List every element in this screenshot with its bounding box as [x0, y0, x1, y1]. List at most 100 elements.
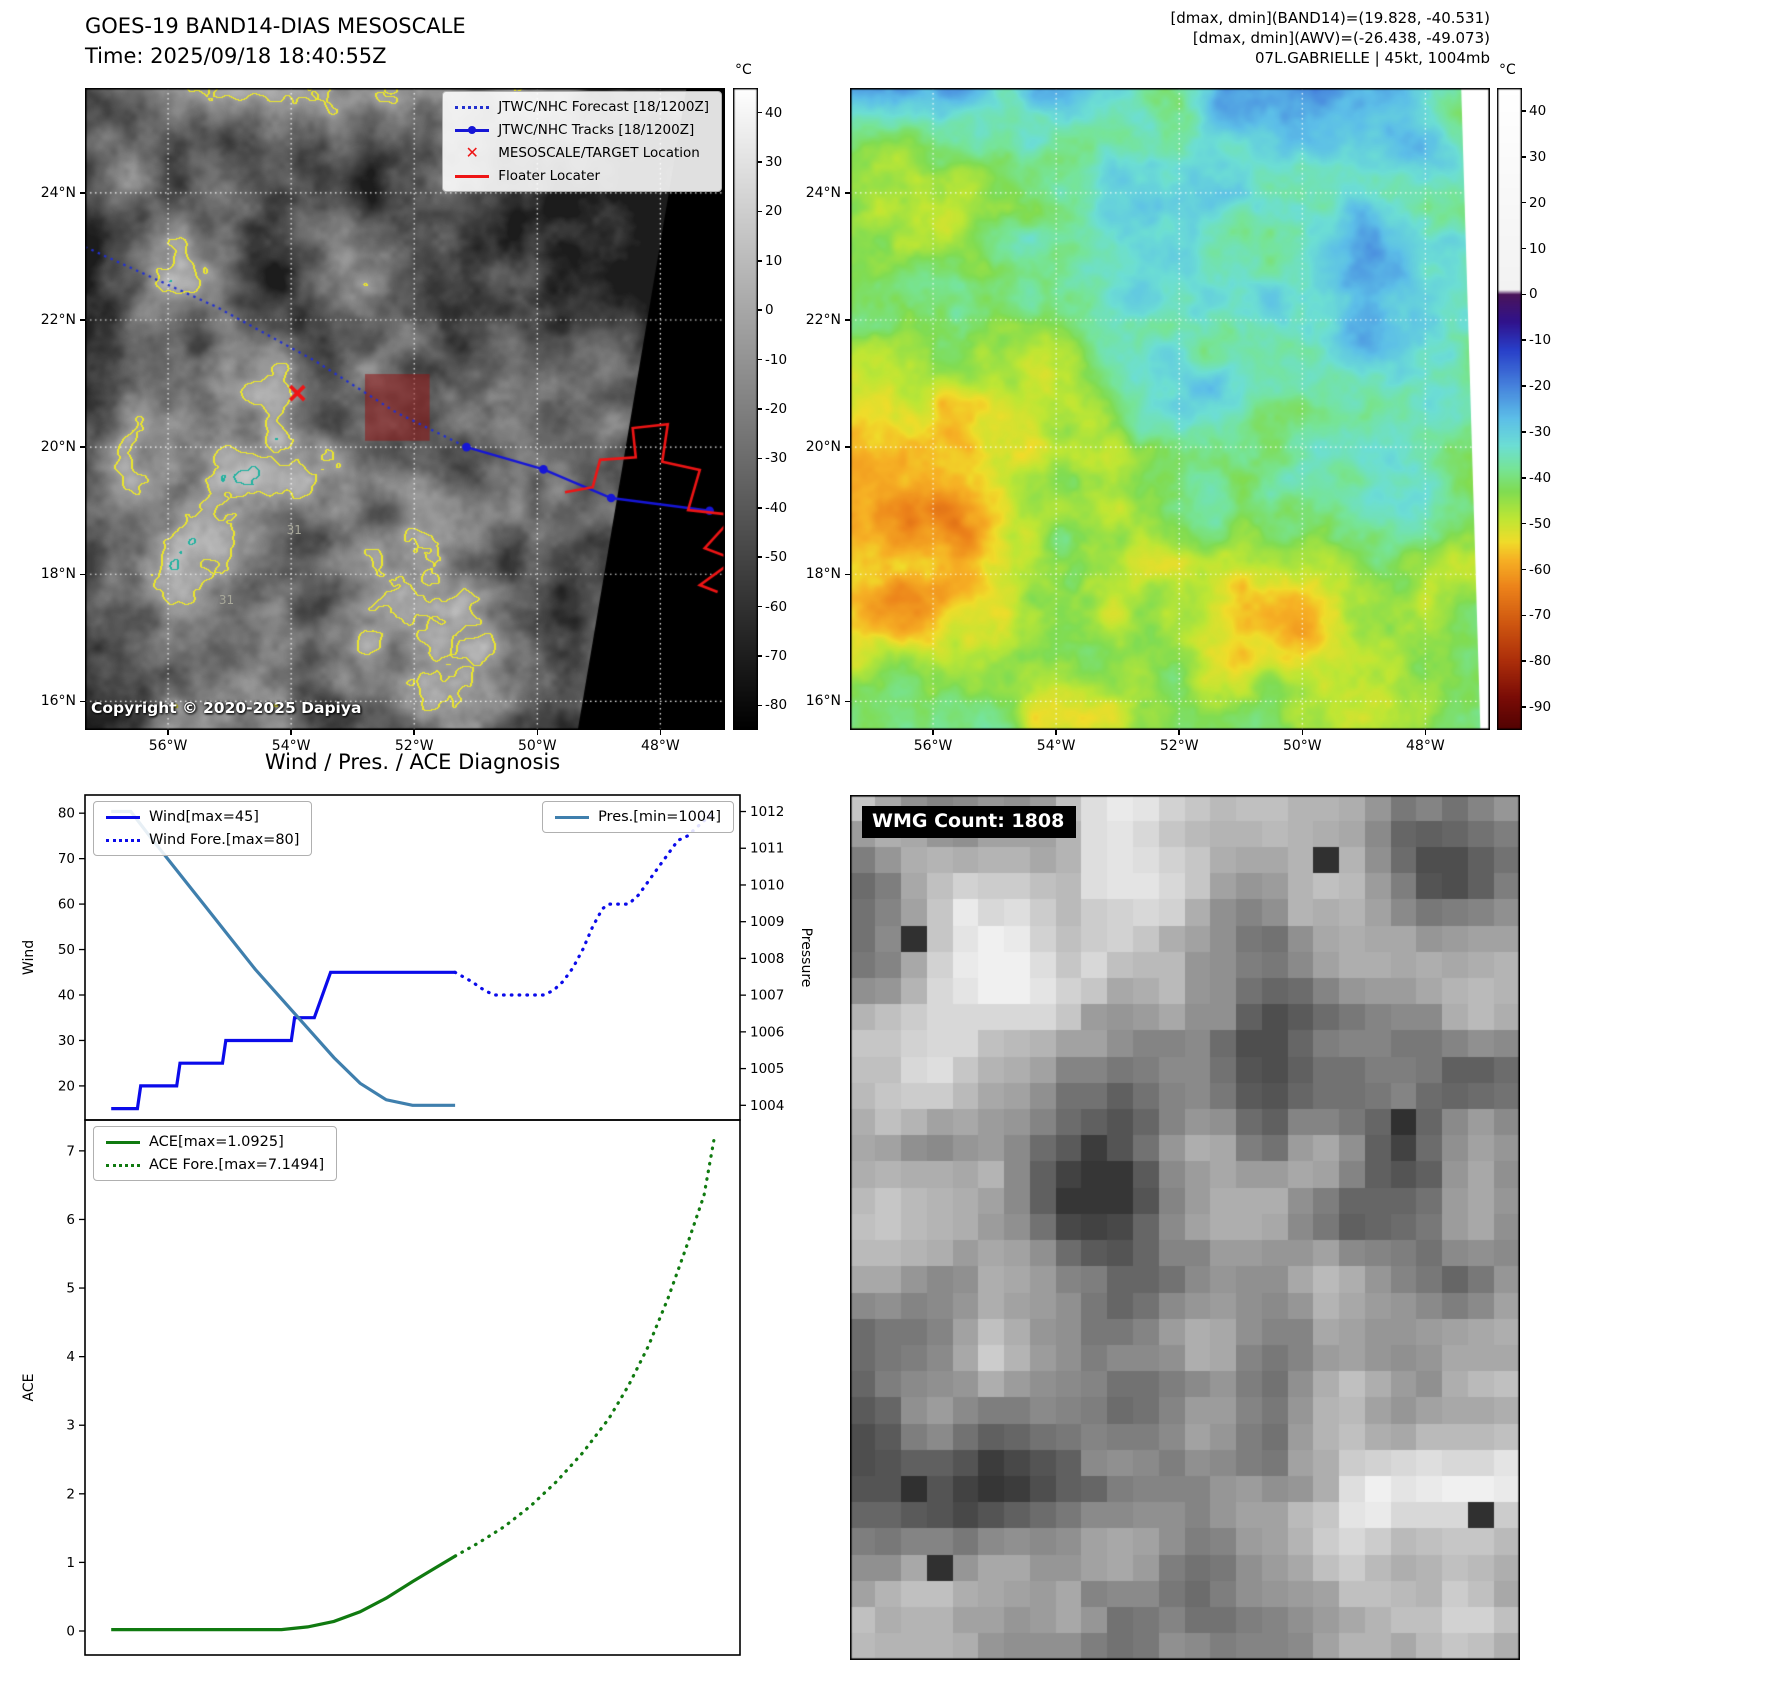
- legend-item: JTWC/NHC Tracks [18/1200Z]: [455, 122, 709, 138]
- colorbar-tickmark: [1522, 660, 1526, 662]
- colorbar-tick-label: -40: [765, 499, 788, 516]
- legend-item: ACE[max=1.0925]: [106, 1134, 324, 1150]
- wmg-count-label: WMG Count: 1808: [862, 806, 1077, 838]
- x-tick-label: 56°W: [913, 738, 953, 754]
- wmg-image: [850, 795, 1520, 1660]
- y-tickmark: [80, 573, 85, 576]
- y-tickmark: [845, 446, 850, 448]
- ir-panel-time: Time: 2025/09/18 18:40:55Z: [85, 44, 387, 68]
- colorbar-tick-label: -80: [1529, 653, 1552, 670]
- x-tickmark: [932, 730, 934, 735]
- legend-item: ✕ MESOSCALE/TARGET Location: [455, 143, 709, 162]
- y-tickmark: [80, 192, 85, 194]
- x-tick-label: 50°W: [1282, 738, 1322, 754]
- y-tick-label: 30: [58, 1033, 75, 1049]
- x-tickmark: [659, 730, 662, 735]
- y-right-axis-label: Pressure: [798, 928, 814, 988]
- colorbar-tick-label: -10: [1529, 332, 1552, 349]
- ir-colorbar-unit: °C: [735, 62, 752, 78]
- y-tick-label: 16°N: [805, 693, 841, 710]
- colorbar-tick-label: -40: [1529, 469, 1552, 486]
- y-tick-label: 40: [58, 988, 75, 1004]
- legend-label: Wind[max=45]: [149, 809, 259, 825]
- y-right-tick-label: 1008: [750, 951, 784, 967]
- colorbar-tickmark: [1522, 201, 1526, 204]
- colorbar-tick-label: -70: [1529, 607, 1552, 624]
- x-tick-label: 52°W: [1159, 738, 1199, 754]
- x-tick-label: 50°W: [517, 738, 557, 754]
- awv-header-storm: 07L.GABRIELLE | 45kt, 1004mb: [1255, 49, 1490, 67]
- y-tick-label: 60: [58, 897, 75, 913]
- colorbar-tickmark: [1522, 110, 1526, 112]
- colorbar-tickmark: [1522, 156, 1526, 158]
- colorbar-tick-label: -30: [765, 450, 788, 467]
- x-tickmark: [167, 730, 169, 735]
- legend-item: Floater Locater: [455, 168, 709, 184]
- y-tick-label: 6: [66, 1212, 75, 1228]
- colorbar-tickmark: [758, 556, 762, 558]
- colorbar-tickmark: [1522, 431, 1526, 433]
- ir-map-legend: JTWC/NHC Forecast [18/1200Z] JTWC/NHC Tra…: [442, 91, 722, 192]
- y-tick-label: 4: [66, 1349, 75, 1365]
- dotted-line-icon: [455, 105, 490, 109]
- y-tickmark: [845, 192, 850, 194]
- colorbar-tickmark: [1522, 522, 1526, 525]
- chart-legend-ace-top-left: ACE[max=1.0925] ACE Fore.[max=7.1494]: [93, 1126, 338, 1181]
- colorbar-tick-label: -70: [765, 647, 788, 664]
- x-tickmark: [290, 730, 292, 735]
- colorbar-tickmark: [758, 507, 762, 509]
- ir-panel-title: GOES-19 BAND14-DIAS MESOSCALE: [85, 14, 466, 38]
- colorbar-tickmark: [758, 358, 762, 361]
- chart-legend-wind-pressure-top-right: Pres.[min=1004]: [542, 801, 734, 833]
- x-tickmark: [413, 730, 415, 735]
- solid-line-icon: [555, 815, 590, 819]
- colorbar-tickmark: [758, 260, 762, 262]
- series-ace-observed: [111, 1554, 456, 1632]
- series-wind-forecast: [453, 811, 716, 997]
- y-right-tick-label: 1006: [750, 1024, 784, 1040]
- legend-label: Pres.[min=1004]: [598, 809, 721, 825]
- legend-label: Floater Locater: [498, 168, 601, 184]
- y-tick-label: 0: [66, 1623, 75, 1639]
- awv-header-awv: [dmax, dmin](AWV)=(-26.438, -49.073): [1192, 29, 1490, 47]
- colorbar-tick-label: 10: [765, 252, 783, 269]
- colorbar-tickmark: [1522, 385, 1526, 387]
- colorbar-tickmark: [758, 111, 762, 114]
- y-tick-label: 7: [66, 1143, 75, 1159]
- legend-label: ACE[max=1.0925]: [149, 1134, 284, 1150]
- contour-value-label: 31: [286, 522, 302, 537]
- x-tickmark: [1178, 730, 1180, 735]
- colorbar-tick-label: -80: [765, 697, 788, 714]
- solid-line-icon: [106, 815, 140, 819]
- x-marker-icon: ✕: [465, 143, 479, 162]
- colorbar-tickmark: [758, 655, 762, 657]
- colorbar-tick-label: -10: [765, 351, 788, 368]
- legend-item: Pres.[min=1004]: [555, 809, 721, 825]
- colorbar-tickmark: [758, 309, 762, 311]
- colorbar-tick-label: 0: [765, 302, 774, 319]
- dotted-line-icon: [106, 1163, 140, 1167]
- y-tickmark: [80, 446, 85, 448]
- series-wind-observed: [111, 970, 456, 1111]
- colorbar-tick-label: 40: [765, 104, 783, 121]
- colorbar-tick-label: -60: [1529, 561, 1552, 578]
- colorbar-tick-label: 40: [1529, 102, 1547, 119]
- colorbar-tickmark: [1522, 568, 1526, 571]
- y-tick-label: 5: [66, 1281, 75, 1297]
- series-ace-forecast: [453, 1139, 716, 1558]
- contour-value-label: 31: [218, 592, 235, 607]
- colorbar-tickmark: [758, 408, 762, 410]
- y-right-tick-label: 1005: [750, 1061, 784, 1077]
- copyright-watermark: Copyright © 2020-2025 Dapiya: [91, 699, 362, 717]
- x-tick-label: 52°W: [394, 738, 434, 754]
- colorbar-tick-label: -30: [1529, 423, 1552, 440]
- y-right-tick-label: 1007: [750, 988, 784, 1004]
- colorbar-tick-label: 30: [765, 154, 783, 171]
- awv-colorbar-unit: °C: [1499, 62, 1516, 78]
- y-tick-label: 16°N: [40, 693, 76, 710]
- y-right-tick-label: 1010: [750, 877, 784, 893]
- y-tick-label: 20°N: [40, 439, 76, 456]
- y-tickmark: [845, 573, 850, 576]
- y-tick-label: 3: [66, 1418, 75, 1434]
